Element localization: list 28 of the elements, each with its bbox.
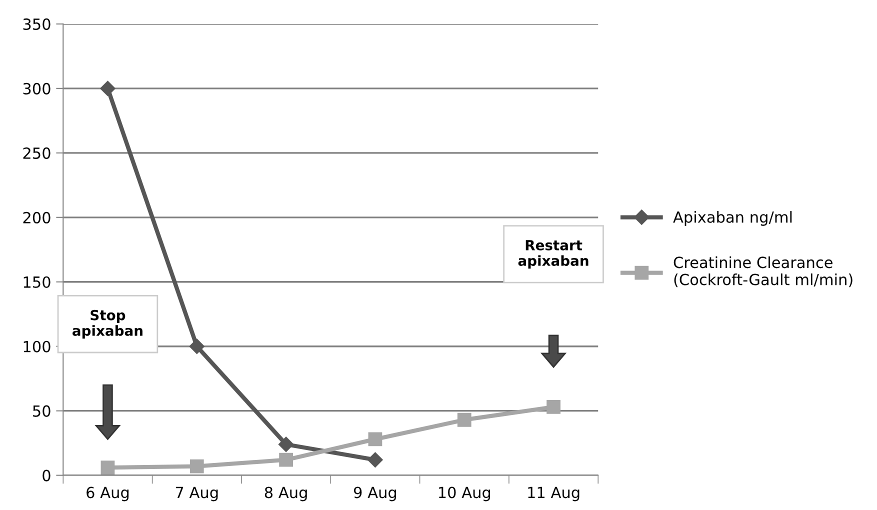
- x-tick-label: 8 Aug: [264, 486, 307, 502]
- point: [100, 460, 115, 475]
- legend-label: Creatinine Clearance (Cockroft-Gault ml/min): [674, 256, 852, 288]
- x-tick-label: 9 Aug: [354, 486, 396, 502]
- x-tick-label: 7 Aug: [176, 486, 218, 502]
- point: [278, 436, 294, 452]
- y-tick-label: 350: [23, 18, 50, 30]
- x-tick-label: 6 Aug: [86, 486, 129, 502]
- point: [457, 412, 472, 427]
- legend-label: Apixaban ng/ml: [673, 211, 792, 226]
- y-tick-label: 50: [33, 405, 50, 417]
- point: [190, 459, 204, 474]
- point: [368, 452, 383, 468]
- annotation: Stop apixaban: [72, 310, 142, 339]
- point: [368, 432, 382, 446]
- y-tick-label: 250: [23, 147, 50, 159]
- y-tick-label: 200: [23, 212, 50, 224]
- annotation: Restart apixaban: [518, 240, 588, 269]
- point: [279, 452, 293, 467]
- point: [546, 400, 560, 414]
- y-tick-label: 150: [24, 276, 50, 288]
- x-tick-label: 11 Aug: [528, 486, 580, 502]
- point: [189, 338, 204, 354]
- y-tick-label: 0: [42, 470, 50, 482]
- y-tick-label: 300: [23, 82, 50, 94]
- y-tick-label: 100: [24, 340, 50, 352]
- x-tick-label: 10 Aug: [438, 486, 490, 502]
- point: [100, 80, 116, 96]
